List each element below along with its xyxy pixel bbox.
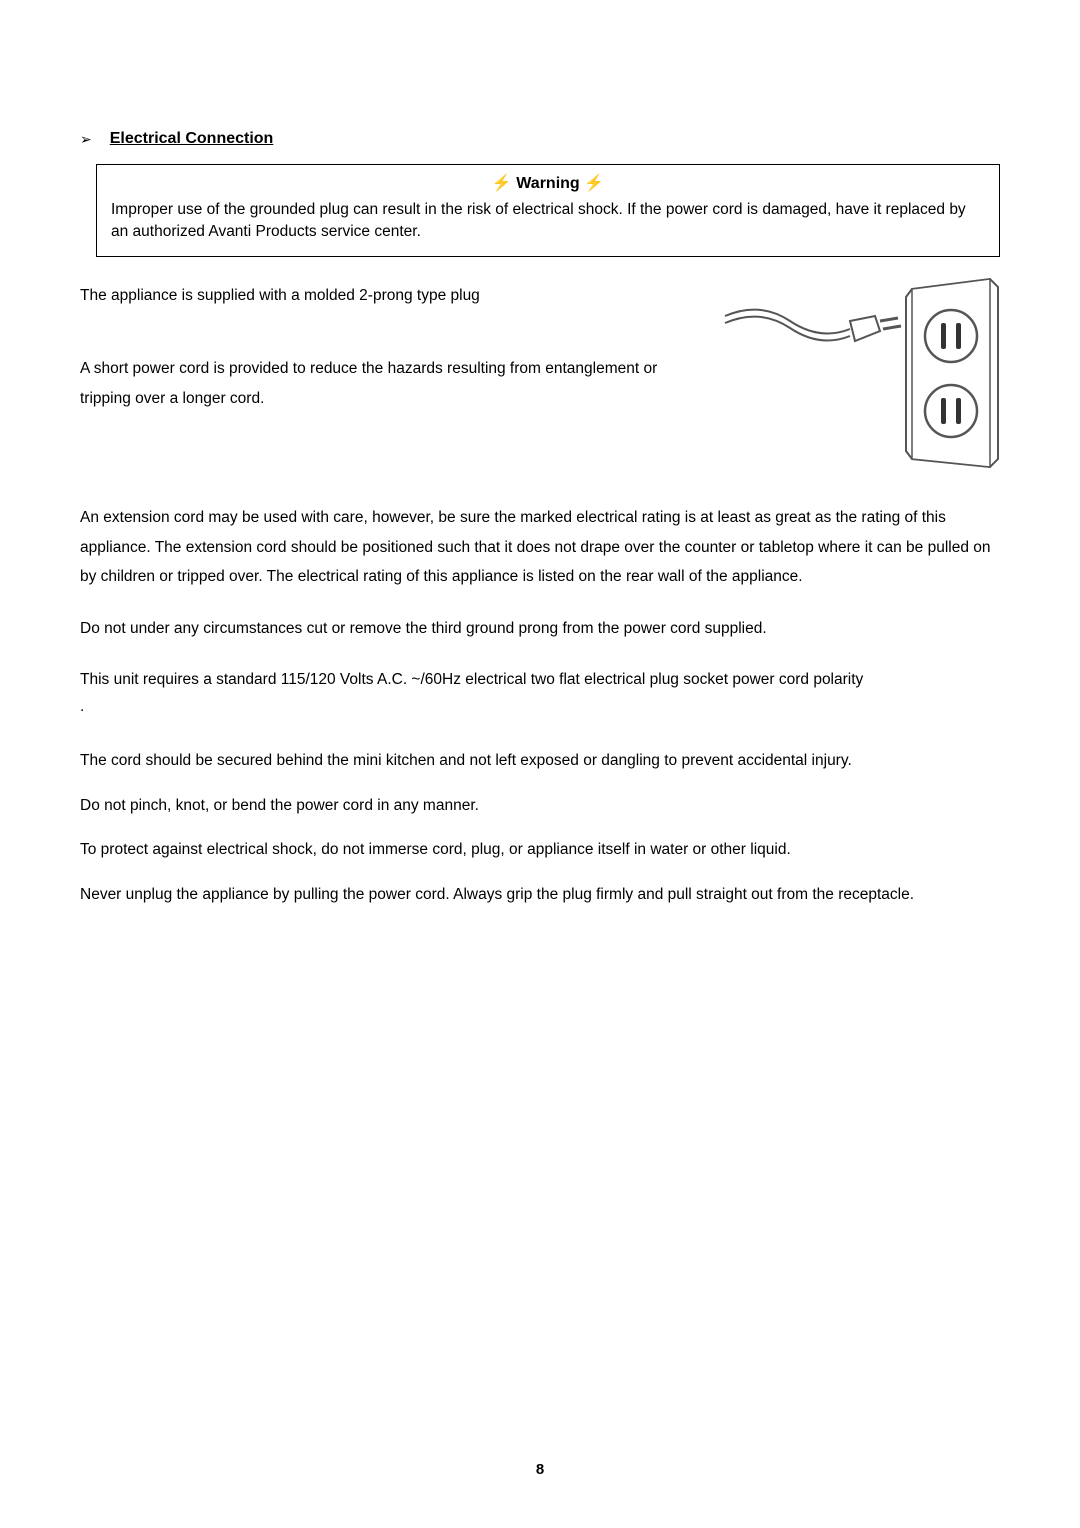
page-number: 8	[0, 1461, 1080, 1478]
warning-box: ⚡ Warning ⚡ Improper use of the grounded…	[96, 164, 1000, 257]
paragraph-1: The appliance is supplied with a molded …	[80, 281, 600, 310]
warning-title: ⚡ Warning ⚡	[111, 173, 985, 193]
lightning-icon: ⚡	[584, 175, 604, 192]
lightning-icon: ⚡	[492, 175, 512, 192]
paragraph-7: Do not pinch, knot, or bend the power co…	[80, 795, 1000, 817]
section-heading: ➢ Electrical Connection	[80, 130, 1000, 148]
stray-dot: .	[80, 698, 1000, 716]
paragraph-2: A short power cord is provided to reduce…	[80, 354, 660, 413]
plug-outlet-illustration	[720, 271, 1000, 471]
paragraph-9: Never unplug the appliance by pulling th…	[80, 884, 1000, 906]
paragraph-3: An extension cord may be used with care,…	[80, 503, 1000, 591]
warning-body: Improper use of the grounded plug can re…	[111, 199, 985, 244]
paragraph-5: This unit requires a standard 115/120 Vo…	[80, 665, 1000, 694]
paragraph-6: The cord should be secured behind the mi…	[80, 750, 1000, 772]
paragraph-8: To protect against electrical shock, do …	[80, 839, 1000, 861]
bullet-arrow-icon: ➢	[80, 131, 92, 148]
paragraph-4: Do not under any circumstances cut or re…	[80, 614, 1000, 643]
warning-word: Warning	[516, 175, 579, 192]
section-title: Electrical Connection	[110, 130, 274, 148]
plug-section: The appliance is supplied with a molded …	[80, 281, 1000, 413]
